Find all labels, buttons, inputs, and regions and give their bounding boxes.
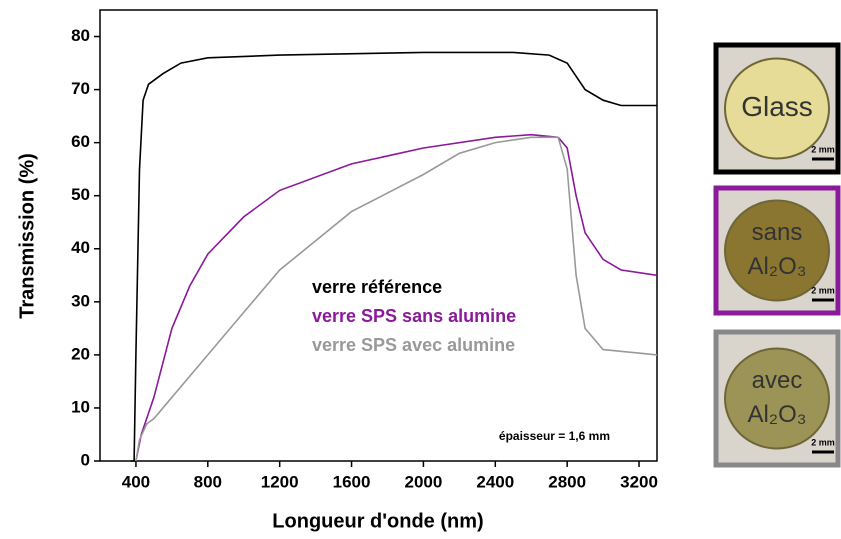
legend-entry: verre SPS avec alumine — [312, 335, 515, 355]
x-tick-label: 3200 — [620, 472, 658, 491]
x-tick-label: 2400 — [476, 472, 514, 491]
legend-entry: verre SPS sans alumine — [312, 306, 516, 326]
y-tick-label: 10 — [71, 397, 90, 416]
y-tick-label: 50 — [71, 185, 90, 204]
sample-label: Al₂O₃ — [747, 253, 806, 280]
series-line — [135, 133, 658, 462]
scale-label: 2 mm — [811, 285, 835, 295]
x-tick-label: 400 — [122, 472, 150, 491]
sample-label: avec — [752, 367, 803, 394]
sample-label: sans — [752, 219, 803, 246]
annotation: épaisseur = 1,6 mm — [499, 429, 610, 443]
sample-disc — [724, 199, 830, 302]
x-tick-label: 2800 — [548, 472, 586, 491]
legend-entry: verre référence — [312, 277, 442, 297]
sample-label: Glass — [741, 91, 813, 122]
sample-disc — [724, 347, 830, 450]
y-tick-label: 60 — [71, 132, 90, 151]
series-line — [130, 51, 657, 462]
y-tick-label: 70 — [71, 79, 90, 98]
y-tick-label: 80 — [71, 26, 90, 45]
x-tick-label: 1600 — [333, 472, 371, 491]
y-tick-label: 0 — [81, 450, 90, 469]
sample-label: Al₂O₃ — [747, 401, 806, 428]
y-tick-label: 20 — [71, 344, 90, 363]
x-tick-label: 800 — [194, 472, 222, 491]
series-line — [135, 136, 658, 462]
sample-disc — [724, 57, 830, 160]
y-tick-label: 30 — [71, 291, 90, 310]
y-tick-label: 40 — [71, 238, 90, 257]
x-tick-label: 1200 — [261, 472, 299, 491]
y-axis-label: Transmission (%) — [16, 153, 38, 319]
x-axis-label: Longueur d'onde (nm) — [272, 510, 483, 532]
scale-label: 2 mm — [811, 144, 835, 154]
plot-frame — [99, 9, 658, 462]
scale-label: 2 mm — [811, 437, 835, 447]
x-tick-label: 2000 — [405, 472, 443, 491]
